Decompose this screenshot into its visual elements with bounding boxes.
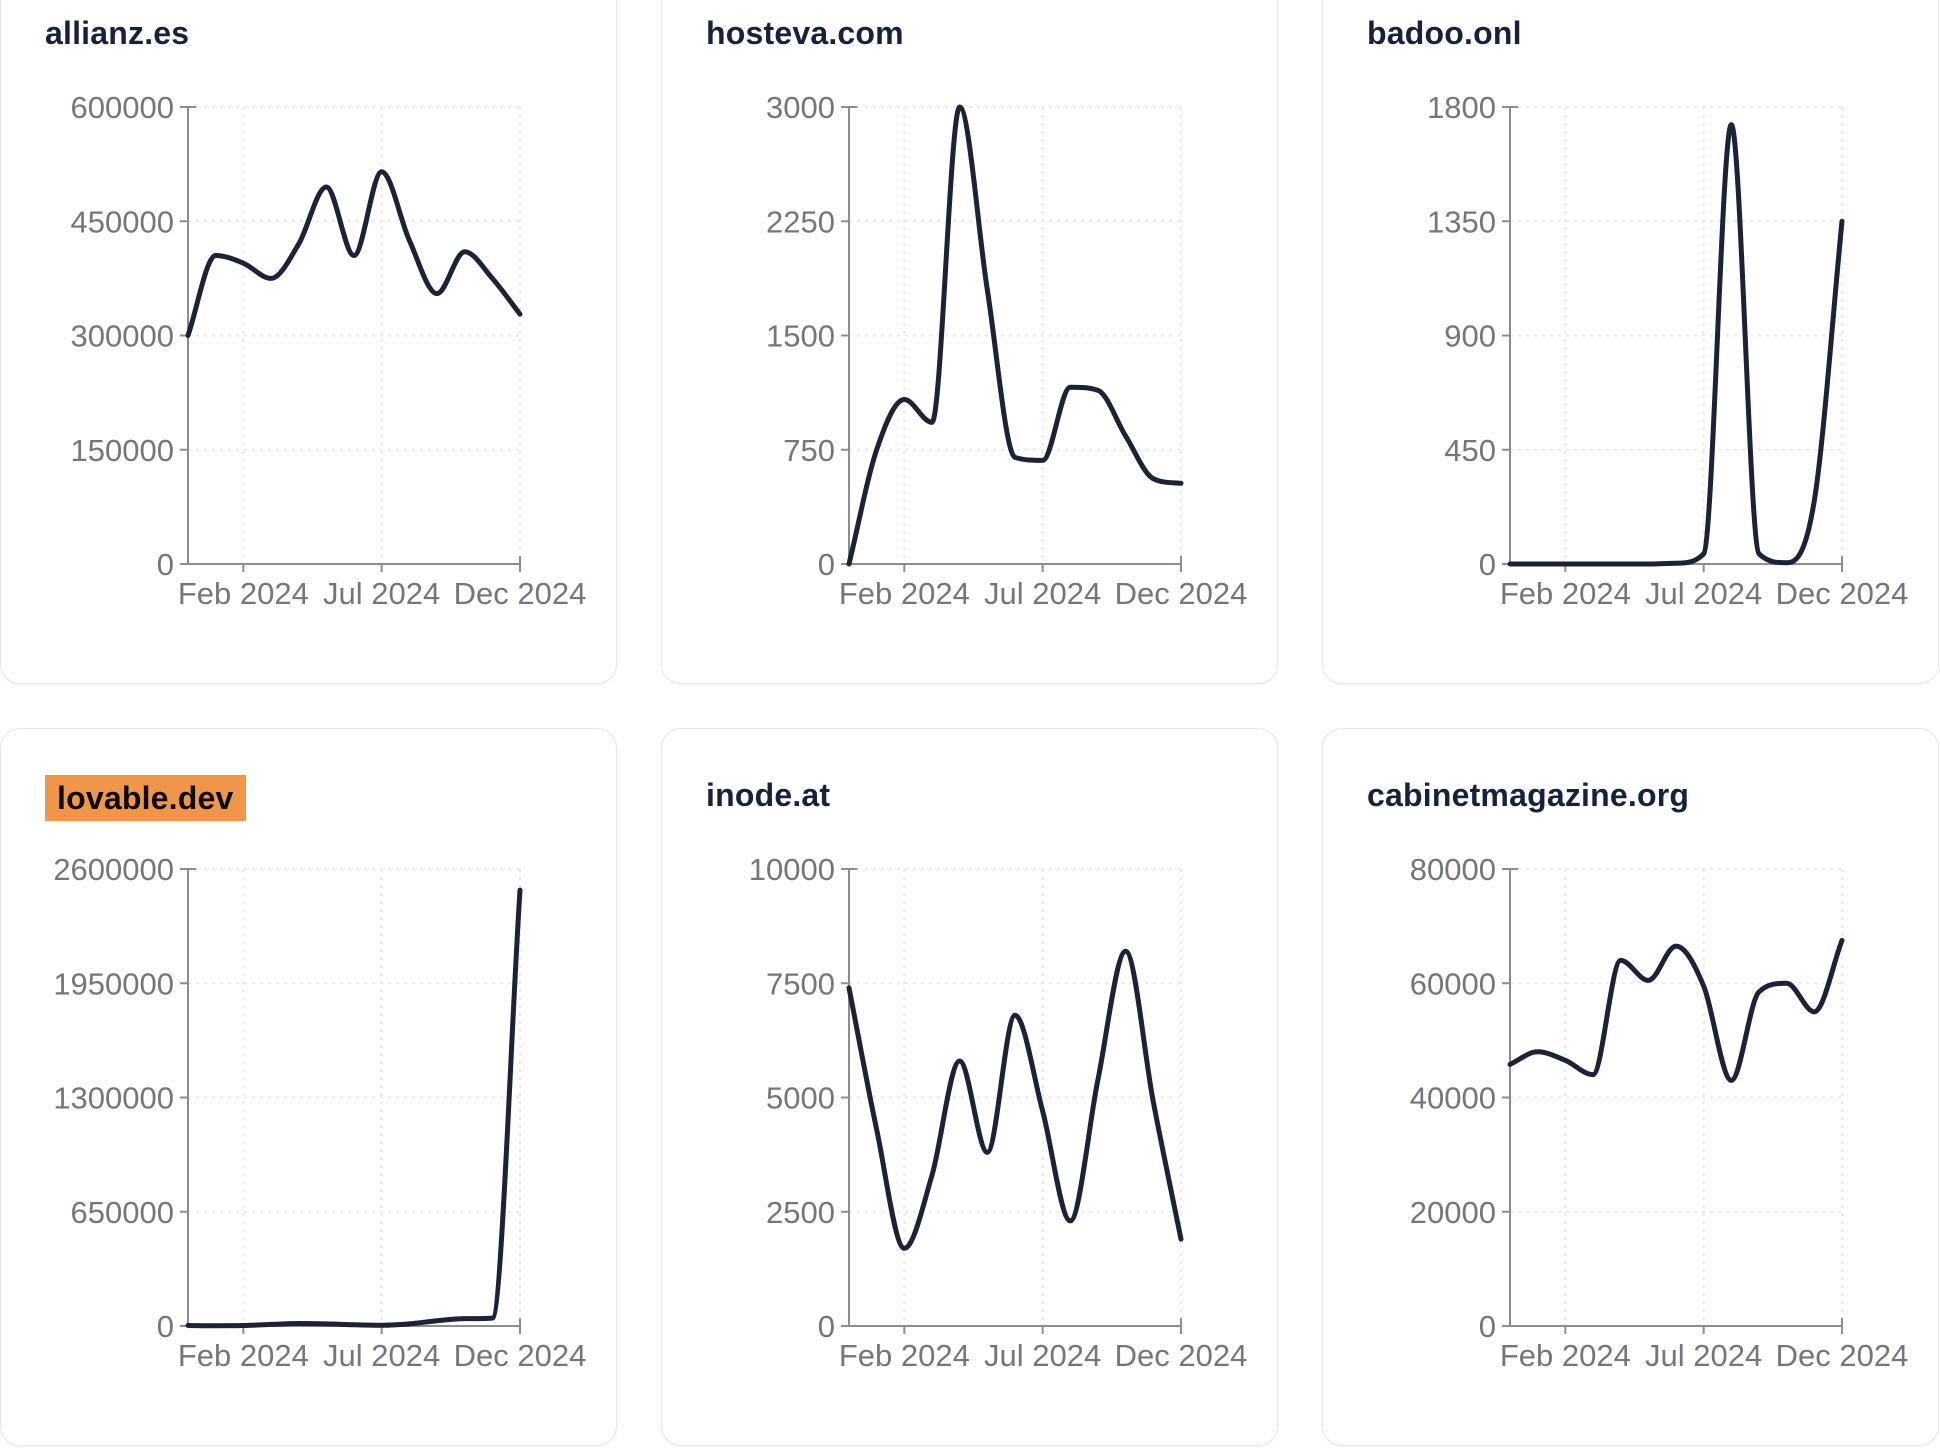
- chart-title: hosteva.com: [706, 13, 904, 53]
- y-tick-label: 20000: [1410, 1195, 1496, 1230]
- y-tick-label: 1500: [766, 319, 835, 354]
- x-tick-label: Jul 2024: [323, 1338, 440, 1373]
- series-line: [1507, 937, 1845, 1083]
- y-tick-label: 0: [818, 1309, 835, 1344]
- y-tick-label: 2600000: [53, 852, 174, 887]
- series-line: [1507, 122, 1845, 567]
- y-tick-label: 450: [1444, 433, 1496, 468]
- x-tick-label: Dec 2024: [454, 576, 587, 611]
- y-tick-label: 0: [1479, 547, 1496, 582]
- y-tick-label: 0: [818, 547, 835, 582]
- y-tick-label: 1350: [1427, 204, 1496, 239]
- series-line: [846, 948, 1184, 1251]
- y-tick-label: 0: [157, 1309, 174, 1344]
- x-tick-label: Feb 2024: [839, 576, 970, 611]
- domain-label-highlighted: lovable.dev: [45, 775, 246, 821]
- chart-card-allianz: allianz.es 600000 450000 300000 150000 0 Feb …: [0, 0, 617, 684]
- domain-label: inode.at: [706, 777, 831, 813]
- chart-card-lovable: lovable.dev 2600000 1950000 1300000 650000 0…: [0, 728, 617, 1446]
- x-tick-label: Feb 2024: [1500, 1338, 1631, 1373]
- x-tick-label: Feb 2024: [178, 1338, 309, 1373]
- y-tick-label: 1300000: [53, 1081, 174, 1116]
- y-tick-label: 0: [1479, 1309, 1496, 1344]
- y-tick-label: 5000: [766, 1081, 835, 1116]
- x-tick-label: Feb 2024: [178, 576, 309, 611]
- x-axis: [849, 1318, 1182, 1327]
- domain-label: allianz.es: [45, 15, 190, 51]
- x-tick-label: Jul 2024: [984, 1338, 1101, 1373]
- chart-title: cabinetmagazine.org: [1367, 775, 1689, 815]
- y-tick-label: 0: [157, 547, 174, 582]
- x-tick-label: Dec 2024: [1776, 576, 1909, 611]
- x-tick-label: Jul 2024: [323, 576, 440, 611]
- y-tick-label: 1800: [1427, 90, 1496, 125]
- chart-card-hosteva: hosteva.com 3000 2250 1500 750 0 Feb 2024 Jul …: [661, 0, 1278, 684]
- x-tick-label: Feb 2024: [839, 1338, 970, 1373]
- y-tick-label: 300000: [71, 319, 174, 354]
- x-tick-label: Jul 2024: [1645, 576, 1762, 611]
- chart-title: badoo.onl: [1367, 13, 1522, 53]
- y-tick-label: 600000: [71, 90, 174, 125]
- chart-title: lovable.dev: [45, 775, 246, 821]
- x-axis: [849, 556, 1182, 565]
- y-tick-label: 60000: [1410, 966, 1496, 1001]
- chart-card-inode: inode.at 10000 7500 5000 2500 0 Feb 2024 Jul 2…: [661, 728, 1278, 1446]
- y-tick-label: 3000: [766, 90, 835, 125]
- chart-title: allianz.es: [45, 13, 189, 53]
- y-tick-label: 7500: [766, 966, 835, 1001]
- chart-card-cabinetmagazine: cabinetmagazine.org 80000 60000 40000 20000…: [1322, 728, 1939, 1446]
- y-tick-label: 2500: [766, 1195, 835, 1230]
- y-tick-label: 40000: [1410, 1081, 1496, 1116]
- y-tick-label: 10000: [749, 852, 835, 887]
- series-line: [846, 104, 1184, 567]
- x-tick-label: Jul 2024: [984, 576, 1101, 611]
- y-tick-label: 450000: [71, 204, 174, 239]
- y-tick-label: 150000: [71, 433, 174, 468]
- y-tick-label: 750: [783, 433, 835, 468]
- series-line: [185, 887, 523, 1329]
- x-tick-label: Dec 2024: [1115, 576, 1248, 611]
- domain-label: cabinetmagazine.org: [1367, 777, 1690, 813]
- x-tick-label: Feb 2024: [1500, 576, 1631, 611]
- y-tick-label: 900: [1444, 319, 1496, 354]
- chart-card-badoo: badoo.onl 1800 1350 900 450 0 Feb 2024 Jul 202…: [1322, 0, 1939, 684]
- y-tick-label: 650000: [71, 1195, 174, 1230]
- series-line: [185, 169, 523, 338]
- x-tick-label: Jul 2024: [1645, 1338, 1762, 1373]
- domain-label: badoo.onl: [1367, 15, 1522, 51]
- y-tick-label: 80000: [1410, 852, 1496, 887]
- chart-title: inode.at: [706, 775, 830, 815]
- x-tick-label: Dec 2024: [1776, 1338, 1909, 1373]
- y-tick-label: 2250: [766, 204, 835, 239]
- x-tick-label: Dec 2024: [454, 1338, 587, 1373]
- x-axis: [1510, 1318, 1843, 1327]
- domain-label: hosteva.com: [706, 15, 904, 51]
- y-tick-label: 1950000: [53, 966, 174, 1001]
- x-tick-label: Dec 2024: [1115, 1338, 1248, 1373]
- x-axis: [188, 556, 521, 565]
